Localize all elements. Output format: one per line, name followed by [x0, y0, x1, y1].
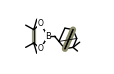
Text: B: B: [45, 32, 50, 41]
Text: O: O: [37, 44, 43, 53]
Text: O: O: [37, 19, 43, 28]
